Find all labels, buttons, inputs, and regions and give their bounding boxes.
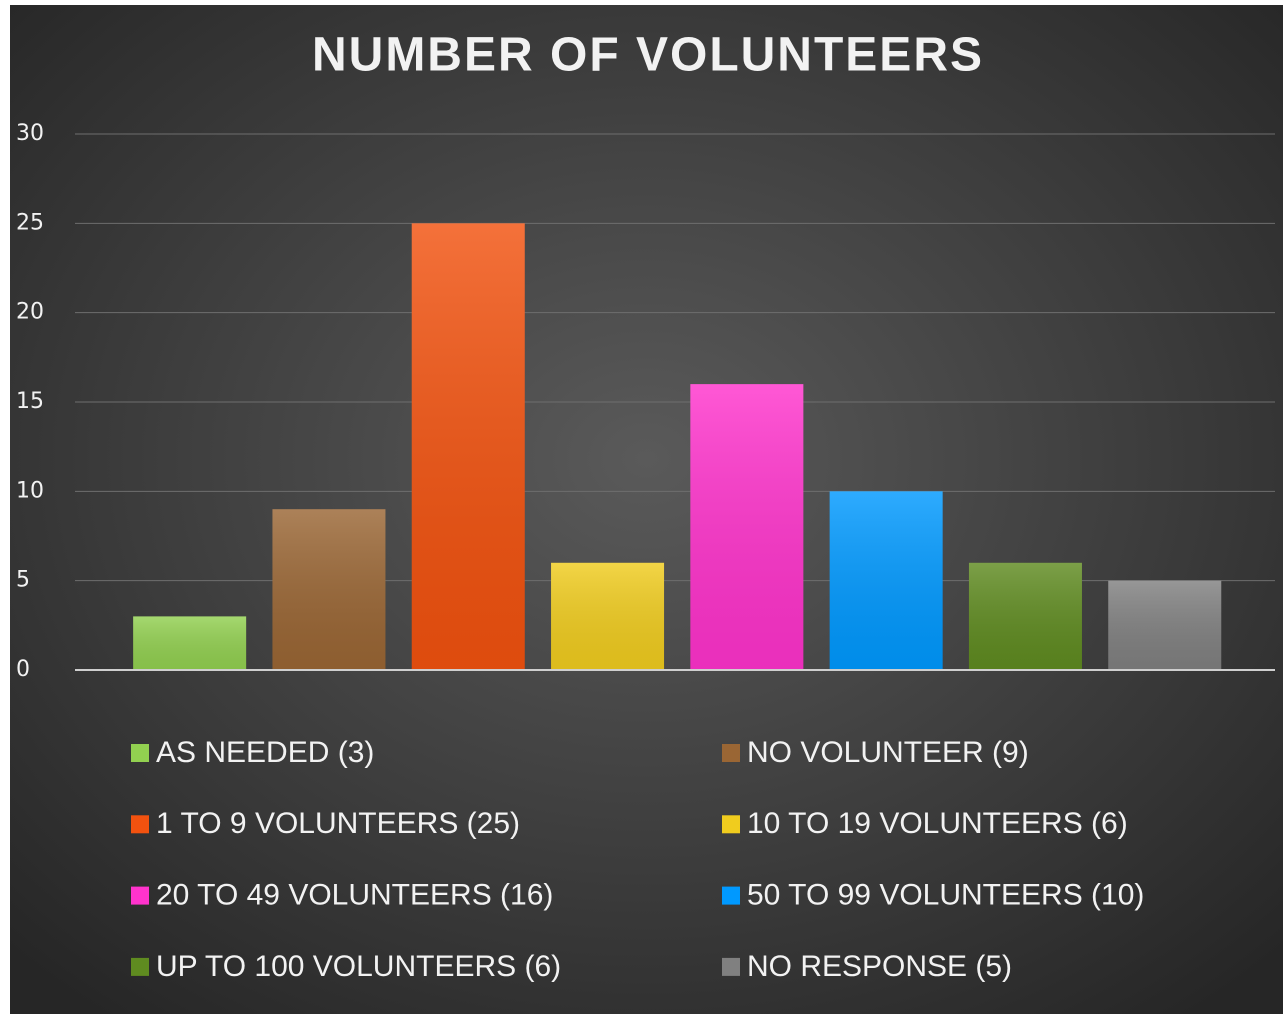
bar-shade	[968, 562, 1082, 670]
legend-swatch	[722, 744, 740, 762]
bar-shade	[411, 223, 525, 671]
legend-label: UP TO 100 VOLUNTEERS (6)	[156, 950, 561, 983]
background	[10, 5, 1283, 1014]
legend-label: 50 TO 99 VOLUNTEERS (10)	[747, 879, 1144, 912]
y-tick-label: 10	[16, 478, 44, 503]
legend-label: 10 TO 19 VOLUNTEERS (6)	[747, 807, 1128, 840]
legend-label: NO RESPONSE (5)	[747, 950, 1012, 983]
legend-swatch	[131, 744, 149, 762]
bar-shade	[272, 509, 386, 670]
legend-label: 1 TO 9 VOLUNTEERS (25)	[156, 807, 520, 840]
y-tick-label: 30	[16, 121, 44, 146]
y-tick-label: 15	[16, 389, 44, 414]
bar-shade	[829, 491, 943, 670]
y-tick-label: 20	[16, 300, 44, 325]
legend-swatch	[722, 957, 740, 976]
bar-shade	[1108, 580, 1222, 670]
legend-label: NO VOLUNTEER (9)	[747, 736, 1029, 769]
bar-shade	[690, 384, 804, 670]
legend-swatch	[131, 815, 149, 834]
chart-title: NUMBER OF VOLUNTEERS	[312, 29, 984, 82]
legend-swatch	[131, 886, 149, 905]
legend-label: 20 TO 49 VOLUNTEERS (16)	[156, 879, 553, 912]
y-tick-label: 5	[16, 568, 30, 593]
legend-label: AS NEEDED (3)	[156, 736, 374, 769]
y-tick-label: 0	[16, 657, 30, 682]
bar-shade	[551, 562, 665, 670]
bar-shade	[133, 616, 247, 670]
legend-swatch	[131, 957, 149, 976]
legend-swatch	[722, 886, 740, 905]
legend-swatch	[722, 815, 740, 834]
y-tick-label: 25	[16, 210, 44, 235]
